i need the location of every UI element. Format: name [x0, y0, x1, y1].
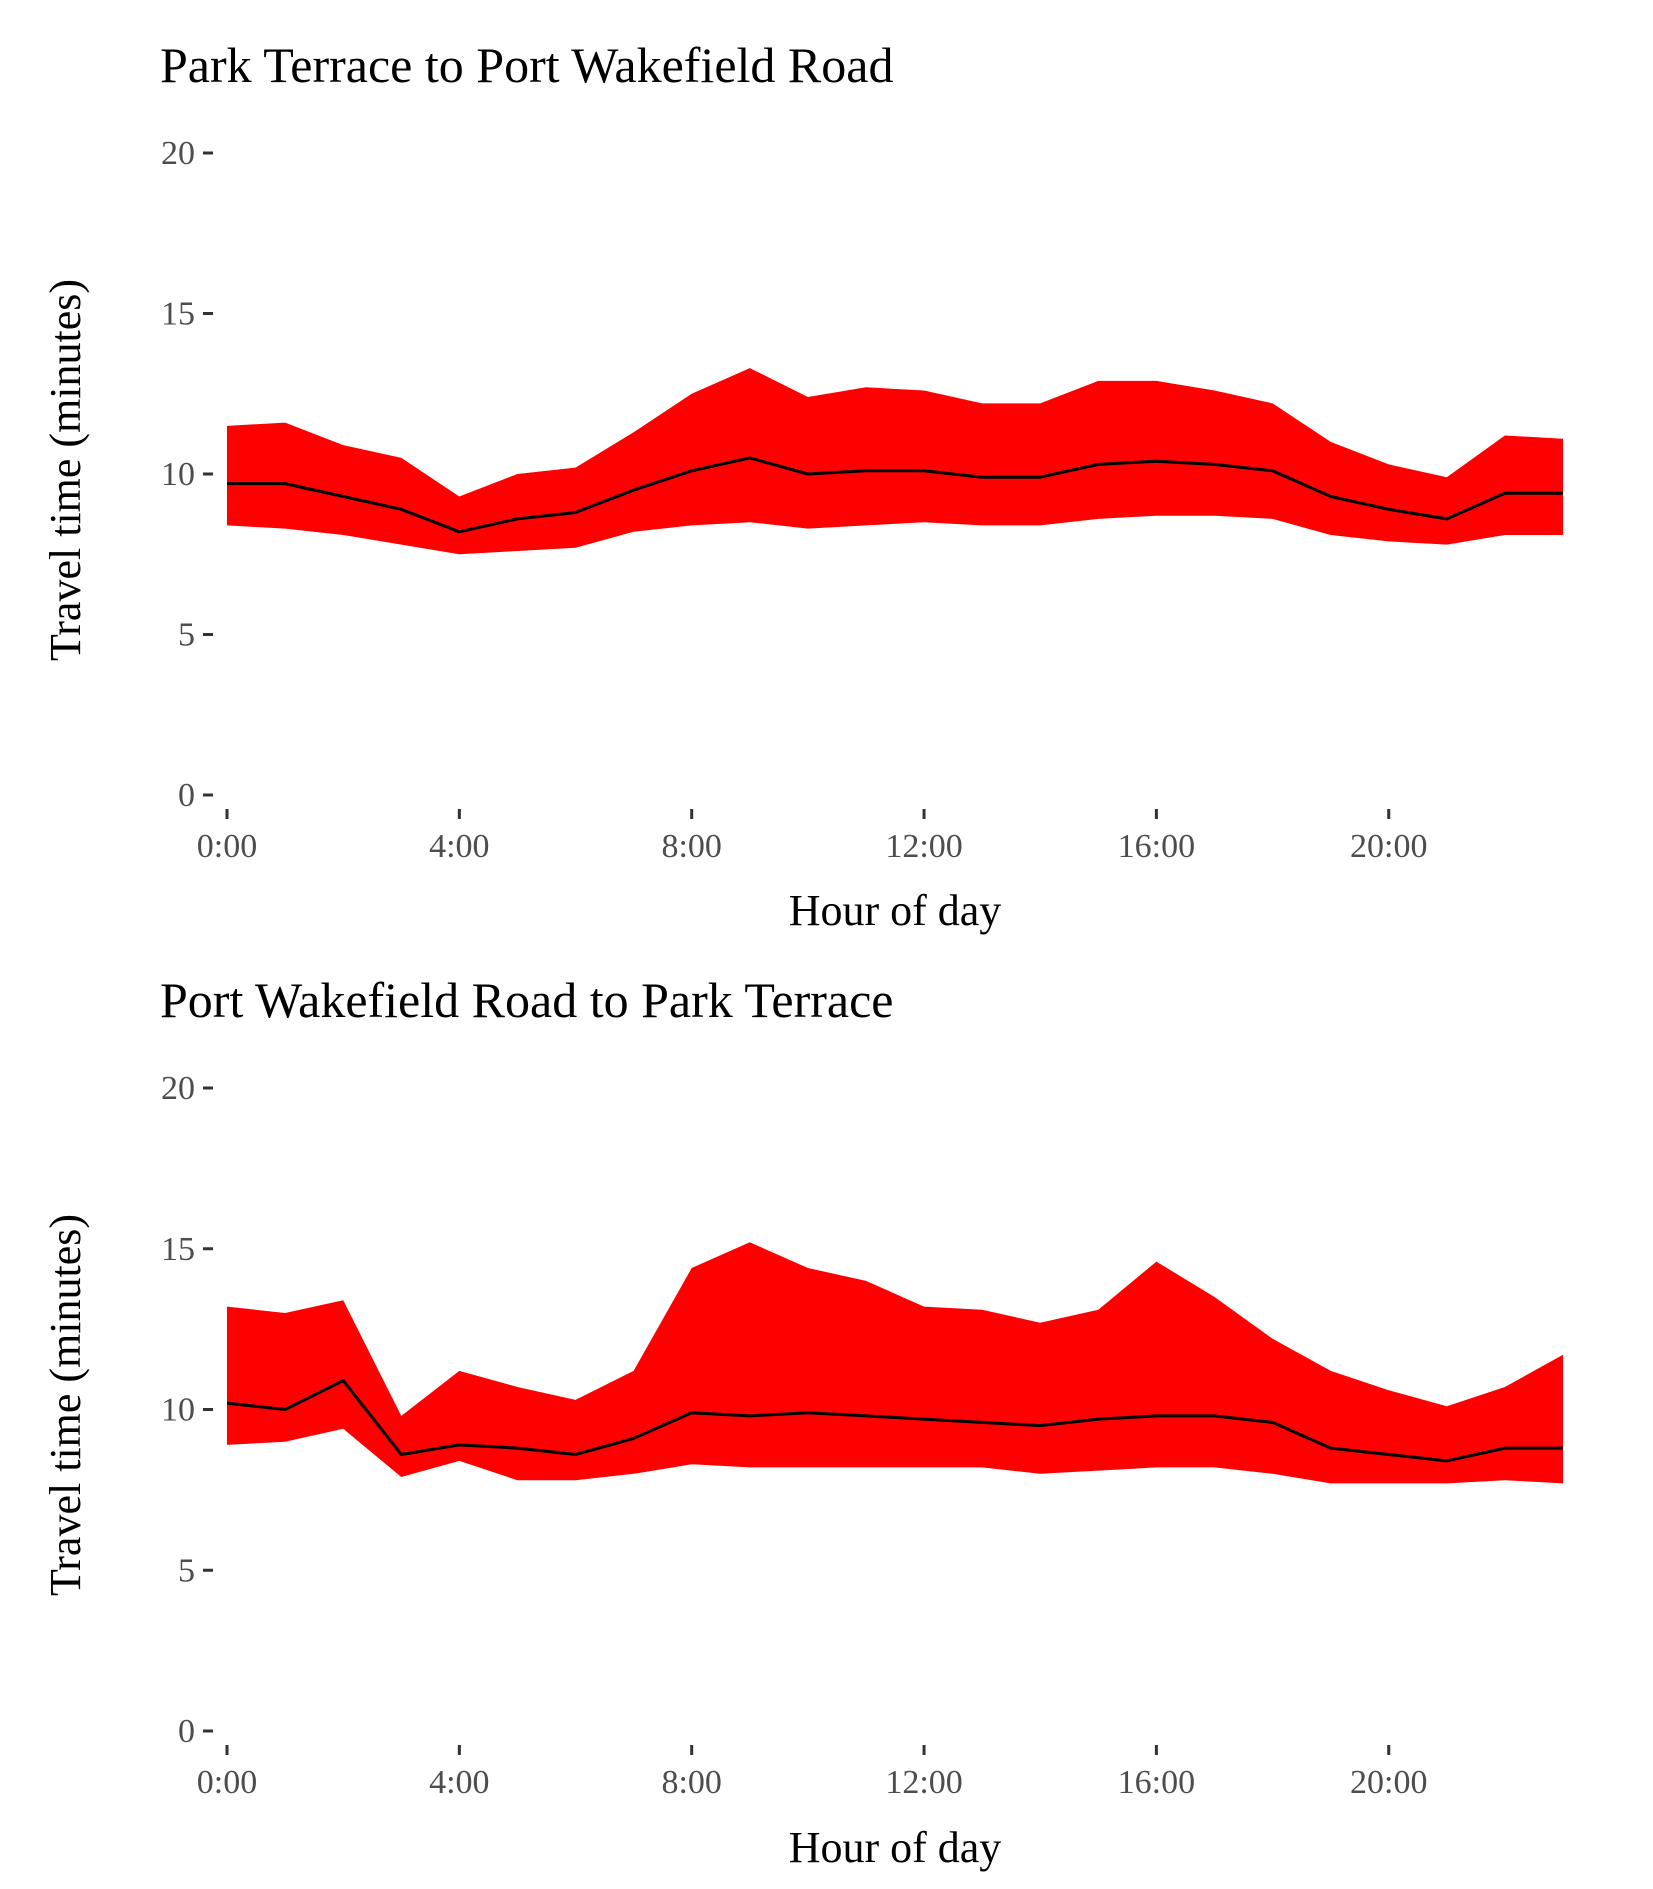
y-tick-label: 0	[178, 1713, 195, 1750]
x-tick-label: 8:00	[661, 1764, 721, 1801]
x-tick-label: 0:00	[197, 1764, 257, 1801]
y-tick-label: 20	[161, 1070, 195, 1107]
x-tick-label: 4:00	[429, 828, 489, 865]
x-tick-label: 16:00	[1118, 828, 1195, 865]
y-axis-title: Travel time (minutes)	[41, 1214, 90, 1596]
x-axis: 0:00 4:00 8:00 12:00 16:00 20:00	[197, 1745, 1427, 1801]
plot-area	[226, 1242, 1563, 1484]
panel-park-terrace-to-port-wakefield-road: Park Terrace to Port Wakefield Road 0 5 10…	[41, 37, 1563, 935]
x-tick-label: 4:00	[429, 1764, 489, 1801]
chart-title: Port Wakefield Road to Park Terrace	[160, 972, 893, 1028]
median-line	[226, 1379, 1563, 1463]
range-band	[227, 1242, 1563, 1484]
y-tick-label: 10	[161, 1392, 195, 1429]
x-axis-title: Hour of day	[789, 886, 1002, 935]
x-tick-label: 12:00	[885, 828, 962, 865]
y-tick-label: 20	[161, 135, 195, 172]
plot-area	[227, 368, 1563, 555]
x-tick-label: 12:00	[885, 1764, 962, 1801]
x-tick-label: 16:00	[1118, 1764, 1195, 1801]
x-tick-label: 20:00	[1350, 828, 1427, 865]
x-tick-label: 8:00	[661, 828, 721, 865]
x-axis-title: Hour of day	[789, 1823, 1002, 1872]
chart-title: Park Terrace to Port Wakefield Road	[160, 37, 893, 93]
x-tick-label: 0:00	[197, 828, 257, 865]
x-tick-label: 20:00	[1350, 1764, 1427, 1801]
y-tick-label: 5	[178, 617, 195, 654]
y-tick-label: 0	[178, 777, 195, 814]
y-axis-title: Travel time (minutes)	[41, 279, 90, 661]
y-tick-label: 5	[178, 1552, 195, 1589]
y-axis: 0 5 10 15 20	[161, 135, 213, 814]
median-line	[227, 456, 1563, 534]
range-band	[227, 368, 1563, 555]
y-tick-label: 15	[161, 1231, 195, 1268]
panel-port-wakefield-road-to-park-terrace: Port Wakefield Road to Park Terrace 0 5 10…	[41, 972, 1563, 1872]
y-tick-label: 10	[161, 456, 195, 493]
x-axis: 0:00 4:00 8:00 12:00 16:00 20:00	[197, 809, 1427, 865]
y-tick-label: 15	[161, 296, 195, 333]
y-axis: 0 5 10 15 20	[161, 1070, 213, 1750]
